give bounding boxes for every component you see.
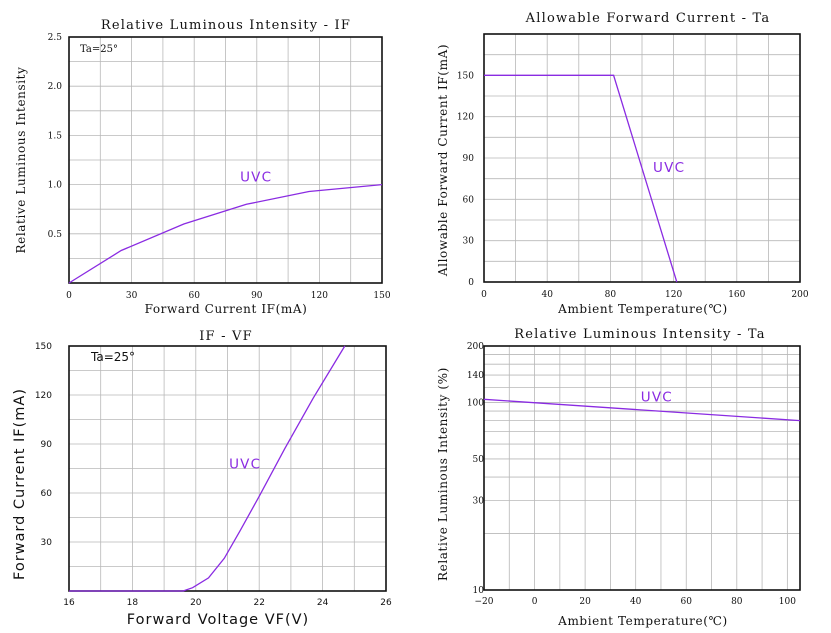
x-axis-label: Ambient Temperature(℃) (557, 302, 728, 316)
condition-annotation: Ta=25° (80, 44, 118, 55)
chart-2: 0 40 80 120 160 200 0 30 60 90 120 150 Allowable For… (436, 11, 809, 316)
x-axis-label: Ambient Temperature(℃) (557, 614, 728, 628)
x-tick-label: 120 (311, 291, 328, 301)
plot-frame (68, 345, 387, 592)
x-tick-label: 40 (630, 597, 642, 607)
x-tick-label: 26 (380, 598, 392, 608)
x-tick-label: 40 (541, 290, 553, 300)
y-axis-label: Relative Luminous Intensity (14, 67, 28, 254)
y-tick-label: 90 (463, 154, 475, 164)
y-tick-label: 200 (467, 342, 484, 352)
y-tick-label: 100 (467, 398, 484, 408)
x-tick-label: 120 (665, 290, 682, 300)
x-tick-label: 200 (791, 290, 808, 300)
x-tick-label: 0 (532, 597, 538, 607)
x-tick-label: 0 (481, 290, 487, 300)
x-tick-label: 18 (127, 598, 139, 608)
series-label: UVC (229, 457, 261, 473)
grid-lines (69, 37, 382, 283)
x-tick-label: 20 (579, 597, 591, 607)
y-tick-label: 10 (473, 586, 485, 596)
x-tick-label: 30 (126, 291, 138, 301)
y-tick-label: 60 (463, 195, 475, 205)
chart-4: −20 0 20 40 60 80 100 10 30 50 100 140 200 Relative L… (436, 327, 801, 628)
y-tick-label: 30 (473, 497, 485, 507)
x-tick-label: 22 (253, 598, 264, 608)
series-line-uvc (69, 345, 346, 592)
x-tick-label: 100 (779, 597, 796, 607)
grid-lines (484, 346, 800, 590)
y-tick-label: 90 (41, 440, 53, 450)
y-tick-label: 120 (457, 113, 474, 123)
chart-title: Allowable Forward Current - Ta (525, 11, 771, 26)
x-tick-label: 20 (190, 598, 202, 608)
chart-title: IF - VF (199, 329, 253, 344)
y-tick-label: 140 (467, 371, 484, 381)
plot-frame (68, 36, 383, 284)
x-tick-label: 80 (731, 597, 743, 607)
y-tick-label: 1.5 (48, 131, 63, 141)
y-tick-label: 150 (35, 342, 52, 352)
series-line-uvc (484, 74, 678, 283)
chart-3: 16 18 20 22 24 26 30 60 90 120 150 IF - VF Forward V… (12, 329, 392, 628)
chart-title: Relative Luminous Intensity - Ta (514, 327, 765, 342)
x-axis-label: Forward Voltage VF(V) (127, 612, 309, 628)
x-tick-label: 60 (188, 291, 200, 301)
grid-lines (69, 346, 386, 591)
grid-lines (484, 34, 800, 282)
y-tick-label: 0.5 (48, 230, 63, 240)
y-tick-label: 120 (35, 391, 52, 401)
series-label: UVC (653, 160, 685, 176)
series-line-uvc (68, 183, 383, 284)
x-tick-label: 80 (605, 290, 617, 300)
x-tick-label: 16 (63, 598, 75, 608)
x-tick-label: 150 (373, 291, 390, 301)
y-tick-label: 150 (457, 71, 474, 81)
series-label: UVC (641, 390, 673, 406)
x-tick-label: 90 (251, 291, 263, 301)
y-tick-label: 60 (41, 489, 53, 499)
y-tick-label: 1.0 (48, 181, 63, 191)
x-tick-label: 160 (728, 290, 745, 300)
y-axis-label: Forward Current IF(mA) (12, 388, 28, 580)
chart-1: 0 30 60 90 120 150 0.5 1.0 1.5 2.0 2.5 Relative Lum… (14, 18, 391, 316)
x-tick-label: −20 (475, 597, 494, 607)
plot-frame (483, 33, 801, 283)
x-axis-label: Forward Current IF(mA) (145, 302, 308, 316)
y-tick-label: 2.0 (48, 82, 63, 92)
chart-title: Relative Luminous Intensity - IF (101, 18, 351, 33)
series-label: UVC (240, 170, 272, 186)
x-tick-label: 60 (681, 597, 693, 607)
condition-annotation: Ta=25° (90, 350, 135, 364)
plot-frame (483, 345, 801, 591)
x-tick-label: 24 (317, 598, 329, 608)
y-tick-label: 30 (41, 538, 53, 548)
x-tick-label: 0 (66, 291, 72, 301)
y-tick-label: 30 (463, 237, 475, 247)
y-tick-label: 2.5 (48, 33, 63, 43)
series-line-uvc (483, 398, 801, 422)
y-axis-label: Allowable Forward Current IF(mA) (436, 44, 450, 277)
y-tick-label: 50 (473, 455, 485, 465)
y-tick-label: 0 (468, 278, 474, 288)
y-axis-label: Relative Luminous Intensity (%) (436, 367, 450, 581)
